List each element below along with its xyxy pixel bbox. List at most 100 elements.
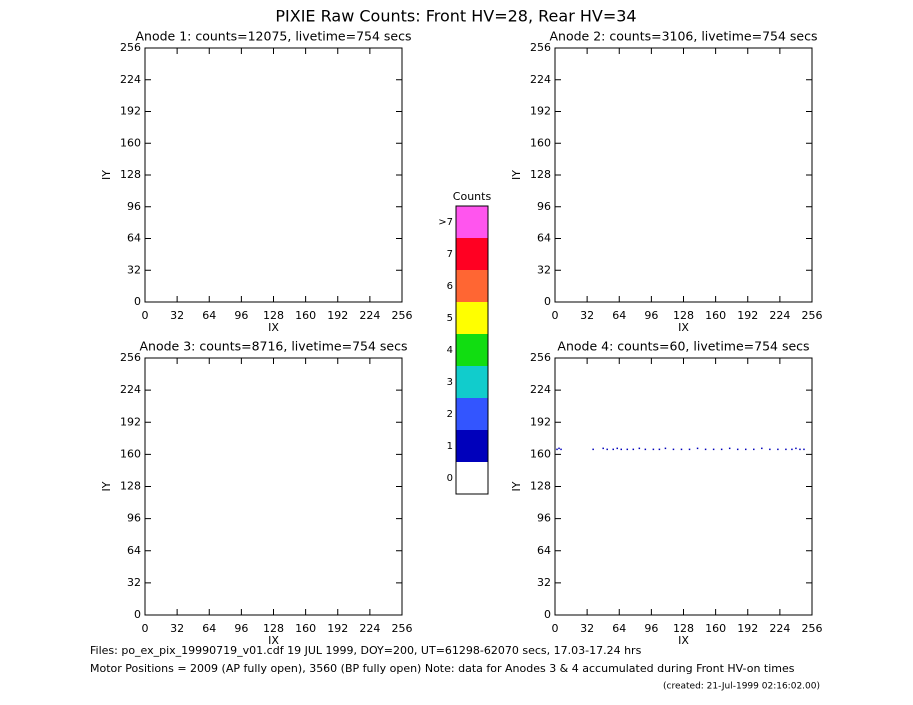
count-dot — [664, 447, 667, 450]
x-tick-label: 160 — [705, 622, 726, 635]
count-dot — [795, 447, 797, 450]
x-tick-label: 256 — [392, 309, 413, 322]
y-tick-label: 128 — [530, 480, 551, 493]
count-dot — [658, 448, 661, 451]
x-tick-label: 32 — [580, 309, 594, 322]
y-axis-label: IY — [510, 481, 523, 491]
count-dot — [632, 448, 635, 451]
colorbar-swatch — [456, 398, 488, 430]
y-tick-label: 0 — [134, 295, 141, 308]
x-tick-label: 192 — [737, 309, 758, 322]
x-tick-label: 224 — [769, 622, 790, 635]
footer-line: Motor Positions = 2009 (AP fully open), … — [90, 662, 795, 675]
colorbar-label: >7 — [438, 217, 453, 228]
y-tick-label: 64 — [127, 232, 141, 245]
count-dot — [696, 447, 699, 450]
y-tick-label: 256 — [530, 41, 551, 54]
y-tick-label: 64 — [127, 544, 141, 557]
x-tick-label: 64 — [612, 309, 626, 322]
count-dot — [680, 448, 683, 451]
panel-title: Anode 3: counts=8716, livetime=754 secs — [139, 339, 407, 354]
count-dot — [803, 448, 805, 451]
x-tick-label: 256 — [392, 622, 413, 635]
y-tick-label: 32 — [537, 263, 551, 276]
count-dot — [753, 448, 755, 451]
y-tick-label: 0 — [544, 608, 551, 621]
x-tick-label: 32 — [580, 622, 594, 635]
x-axis-label: IX — [678, 321, 689, 334]
y-tick-label: 0 — [544, 295, 551, 308]
count-dot — [644, 448, 647, 451]
colorbar-swatch — [456, 366, 488, 398]
colorbar-label: 3 — [447, 377, 453, 388]
y-tick-label: 0 — [134, 608, 141, 621]
count-dot — [688, 448, 691, 451]
y-tick-label: 128 — [120, 168, 141, 181]
count-dot — [728, 447, 731, 450]
x-tick-label: 192 — [327, 622, 348, 635]
x-tick-label: 64 — [202, 309, 216, 322]
count-dot — [744, 448, 747, 451]
footer-line: Files: po_ex_pix_19990719_v01.cdf 19 JUL… — [90, 644, 642, 657]
count-dot — [736, 448, 739, 451]
x-tick-label: 256 — [802, 622, 823, 635]
count-dot — [704, 448, 707, 451]
y-tick-label: 160 — [530, 447, 551, 460]
count-dot — [560, 448, 562, 451]
x-tick-label: 64 — [612, 622, 626, 635]
y-tick-label: 256 — [120, 41, 141, 54]
count-dot — [720, 448, 723, 451]
colorbar-label: 5 — [447, 313, 453, 324]
count-dot — [602, 447, 604, 450]
count-dot — [592, 448, 594, 451]
colorbar-label: 2 — [447, 409, 453, 420]
colorbar-title: Counts — [453, 190, 492, 203]
x-tick-label: 192 — [737, 622, 758, 635]
x-tick-label: 128 — [673, 309, 694, 322]
y-tick-label: 96 — [127, 200, 141, 213]
count-dot — [558, 447, 560, 450]
x-tick-label: 256 — [802, 309, 823, 322]
y-tick-label: 32 — [127, 263, 141, 276]
x-tick-label: 160 — [705, 309, 726, 322]
y-tick-label: 128 — [120, 480, 141, 493]
figure-title: PIXIE Raw Counts: Front HV=28, Rear HV=3… — [275, 7, 636, 26]
colorbar-label: 1 — [447, 441, 453, 452]
y-tick-label: 224 — [120, 73, 141, 86]
y-tick-label: 192 — [120, 415, 141, 428]
panel-title: Anode 1: counts=12075, livetime=754 secs — [136, 29, 412, 44]
y-tick-label: 96 — [537, 512, 551, 525]
x-tick-label: 224 — [769, 309, 790, 322]
y-tick-label: 160 — [120, 136, 141, 149]
y-tick-label: 224 — [530, 383, 551, 396]
x-tick-label: 32 — [170, 622, 184, 635]
footer-line: (created: 21-Jul-1999 02:16:02.00) — [663, 682, 820, 692]
y-tick-label: 32 — [127, 576, 141, 589]
y-tick-label: 192 — [530, 415, 551, 428]
y-axis-label: IY — [100, 170, 113, 180]
x-tick-label: 192 — [327, 309, 348, 322]
colorbar-swatch — [456, 302, 488, 334]
x-tick-label: 32 — [170, 309, 184, 322]
colorbar-label: 4 — [447, 345, 453, 356]
y-tick-label: 96 — [537, 200, 551, 213]
count-dot — [652, 448, 655, 451]
count-dot — [612, 448, 614, 451]
x-tick-label: 0 — [142, 309, 149, 322]
x-tick-label: 160 — [295, 622, 316, 635]
count-dot — [616, 447, 618, 450]
count-dot — [626, 448, 629, 451]
y-tick-label: 224 — [530, 73, 551, 86]
panel-title: Anode 4: counts=60, livetime=754 secs — [557, 339, 809, 354]
y-tick-label: 96 — [127, 512, 141, 525]
y-axis-label: IY — [510, 170, 523, 180]
y-tick-label: 160 — [120, 447, 141, 460]
y-tick-label: 128 — [530, 168, 551, 181]
y-axis-label: IY — [100, 481, 113, 491]
count-dot — [712, 448, 715, 451]
count-dot — [606, 448, 608, 451]
x-tick-label: 96 — [644, 309, 658, 322]
x-tick-label: 128 — [263, 309, 284, 322]
y-tick-label: 224 — [120, 383, 141, 396]
